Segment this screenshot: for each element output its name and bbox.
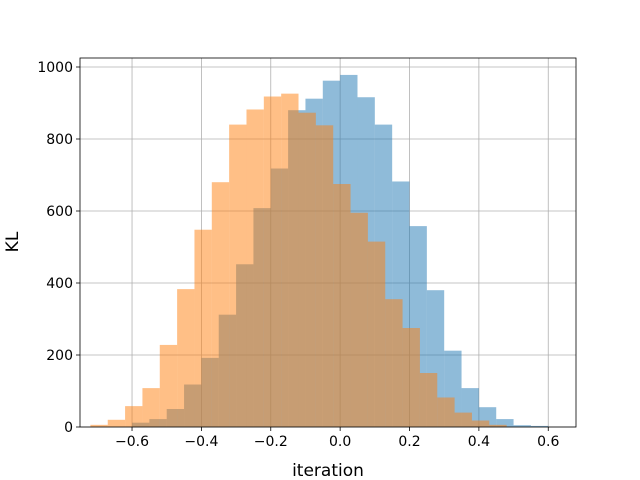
x-tick-label: −0.2 (254, 434, 288, 450)
histogram-bar-series-2 (107, 419, 126, 427)
histogram-bar-series-1 (530, 425, 549, 427)
bars (90, 74, 549, 428)
y-axis-label: KL (3, 231, 23, 252)
x-tick-label: −0.6 (115, 434, 149, 450)
histogram-bar-series-2 (142, 388, 160, 427)
x-tick-label: 0.2 (398, 434, 420, 450)
y-tick-label: 200 (46, 348, 73, 364)
histogram-bar-series-2 (402, 328, 420, 427)
histogram-bar-series-2 (90, 424, 108, 427)
y-tick-label: 0 (64, 420, 73, 436)
histogram-bar-series-2 (281, 93, 299, 427)
histogram-bar-series-2 (177, 289, 195, 427)
histogram-bar-series-2 (471, 420, 490, 427)
histogram-bar-series-2 (211, 182, 230, 427)
histogram-bar-series-2 (419, 373, 438, 427)
x-axis-label: iteration (292, 461, 364, 480)
histogram-bar-series-2 (333, 184, 351, 427)
histogram-bar-series-2 (385, 299, 403, 427)
histogram-bar-series-2 (454, 412, 472, 427)
histogram-bar-series-2 (194, 229, 212, 427)
axes-frame (79, 57, 577, 428)
histogram-bar-series-2 (315, 125, 334, 427)
histogram-bar-series-2 (159, 344, 178, 427)
y-tick-label: 800 (46, 132, 73, 148)
histogram-bar-series-1 (496, 419, 514, 427)
histogram-bar-series-2 (437, 397, 455, 427)
y-tick-label: 600 (46, 204, 73, 220)
x-tick-label: 0.0 (329, 434, 351, 450)
x-tick-label: −0.4 (184, 434, 218, 450)
y-tick-label: 400 (46, 276, 73, 292)
histogram-bar-series-2 (367, 241, 386, 427)
ticks: −0.6 −0.4 −0.2 0.0 0.2 0.4 0.6 0 200 400 600 800 100… (37, 60, 559, 450)
histogram-bar-series-2 (246, 109, 264, 427)
histogram-bar-series-2 (350, 212, 368, 427)
y-tick-label: 1000 (37, 60, 73, 76)
histogram-bar-series-2 (125, 406, 143, 427)
histogram-bar-series-2 (489, 424, 507, 427)
histogram-bar-series-1 (513, 425, 531, 427)
histogram-bar-series-2 (263, 96, 282, 428)
histogram-bar-series-2 (298, 112, 316, 427)
x-tick-label: 0.4 (468, 434, 490, 450)
x-tick-label: 0.6 (537, 434, 559, 450)
histogram-bar-series-2 (229, 124, 247, 427)
